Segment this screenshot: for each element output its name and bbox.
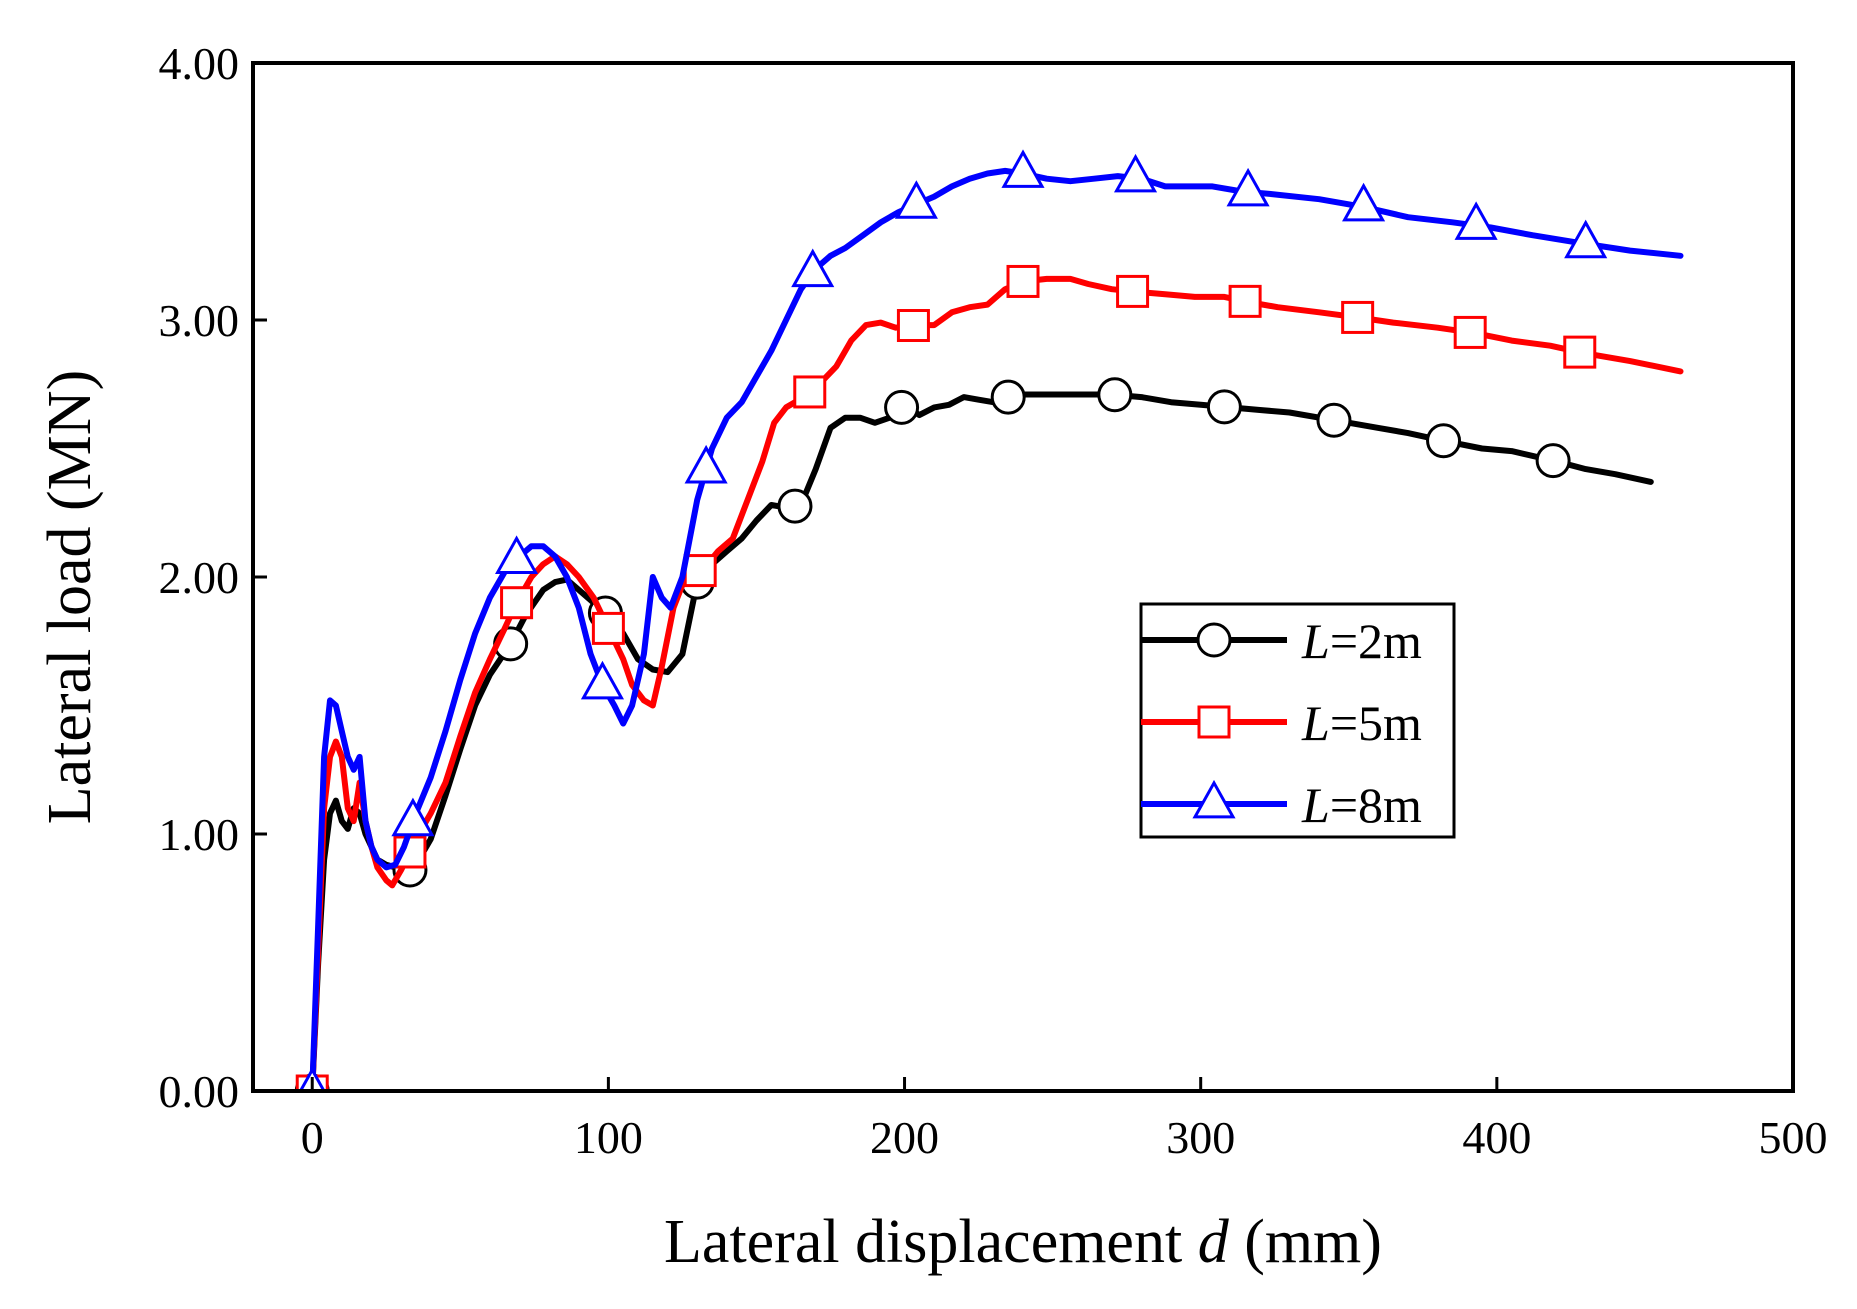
data-point-l-8m (1001, 149, 1045, 188)
data-point-l-8m (1113, 153, 1158, 193)
series-line-l-5m (309, 275, 1684, 1091)
data-point-l-8m (1226, 167, 1270, 207)
legend-label: L=2m (1301, 613, 1422, 669)
data-point-l-5m (1006, 264, 1040, 298)
legend-marker (1196, 622, 1232, 658)
data-point-l-5m (1563, 335, 1597, 369)
data-point-l-8m (684, 444, 728, 484)
data-point-l-2m (1097, 377, 1133, 413)
data-point-l-8m (580, 660, 625, 700)
y-tick-label: 1.00 (159, 809, 240, 860)
data-point-l-5m (500, 586, 534, 620)
data-point-l-5m (1228, 284, 1262, 318)
series-l-8m (298, 149, 1684, 1091)
data-point-l-5m (683, 554, 717, 588)
legend-entry-l-8m: L=8m (1141, 777, 1422, 833)
data-point-l-5m (1116, 274, 1150, 308)
y-tick-label: 4.00 (159, 38, 240, 89)
data-point-l-2m (1426, 423, 1462, 459)
x-tick-label: 500 (1759, 1112, 1828, 1163)
data-point-l-8m (1342, 182, 1386, 222)
data-point-l-2m (1535, 443, 1571, 479)
x-axis-title-prefix: Lateral displacement (664, 1208, 1198, 1276)
x-tick-label: 300 (1166, 1112, 1235, 1163)
data-point-l-2m (884, 389, 920, 425)
x-tick-label: 0 (301, 1112, 324, 1163)
x-axis-title-suffix: (mm) (1229, 1208, 1382, 1276)
data-point-l-5m (1453, 315, 1487, 349)
series-group (294, 149, 1684, 1091)
x-axis-title: Lateral displacement d (mm) (664, 1208, 1382, 1276)
data-point-l-8m (1564, 219, 1608, 259)
x-tick-label: 100 (574, 1112, 643, 1163)
axis-ticks: 0 100 200 300 400 500 0.00 1.00 2.00 3.00 4.00 (159, 38, 1828, 1163)
data-point-l-8m (894, 180, 938, 219)
data-point-l-5m (591, 611, 625, 645)
data-point-l-8m (791, 248, 835, 288)
data-point-l-5m (793, 375, 827, 409)
data-point-l-5m (896, 309, 930, 343)
x-axis-title-variable: d (1198, 1208, 1230, 1276)
x-tick-label: 200 (870, 1112, 939, 1163)
legend-marker (1192, 779, 1236, 819)
data-point-l-2m (990, 379, 1026, 415)
y-tick-label: 3.00 (159, 295, 240, 346)
legend-label: L=5m (1301, 695, 1422, 751)
legend-marker (1197, 705, 1231, 739)
data-point-l-8m (495, 535, 539, 574)
data-point-l-8m (1454, 201, 1498, 240)
legend-label: L=8m (1301, 777, 1422, 833)
y-axis-title: Lateral load (MN) (36, 370, 104, 824)
legend: L=2m L=5m L=8m (1139, 602, 1456, 839)
x-tick-label: 400 (1462, 1112, 1531, 1163)
data-point-l-2m (1206, 389, 1242, 425)
legend-entry-l-5m: L=5m (1141, 695, 1422, 751)
legend-entry-l-2m: L=2m (1141, 613, 1422, 669)
data-point-l-2m (1316, 402, 1352, 438)
series-l-5m (295, 264, 1684, 1091)
data-point-l-8m (391, 797, 435, 837)
data-point-l-2m (777, 488, 813, 524)
y-tick-label: 0.00 (159, 1066, 240, 1117)
data-point-l-5m (1341, 300, 1375, 334)
y-tick-label: 2.00 (159, 552, 240, 603)
